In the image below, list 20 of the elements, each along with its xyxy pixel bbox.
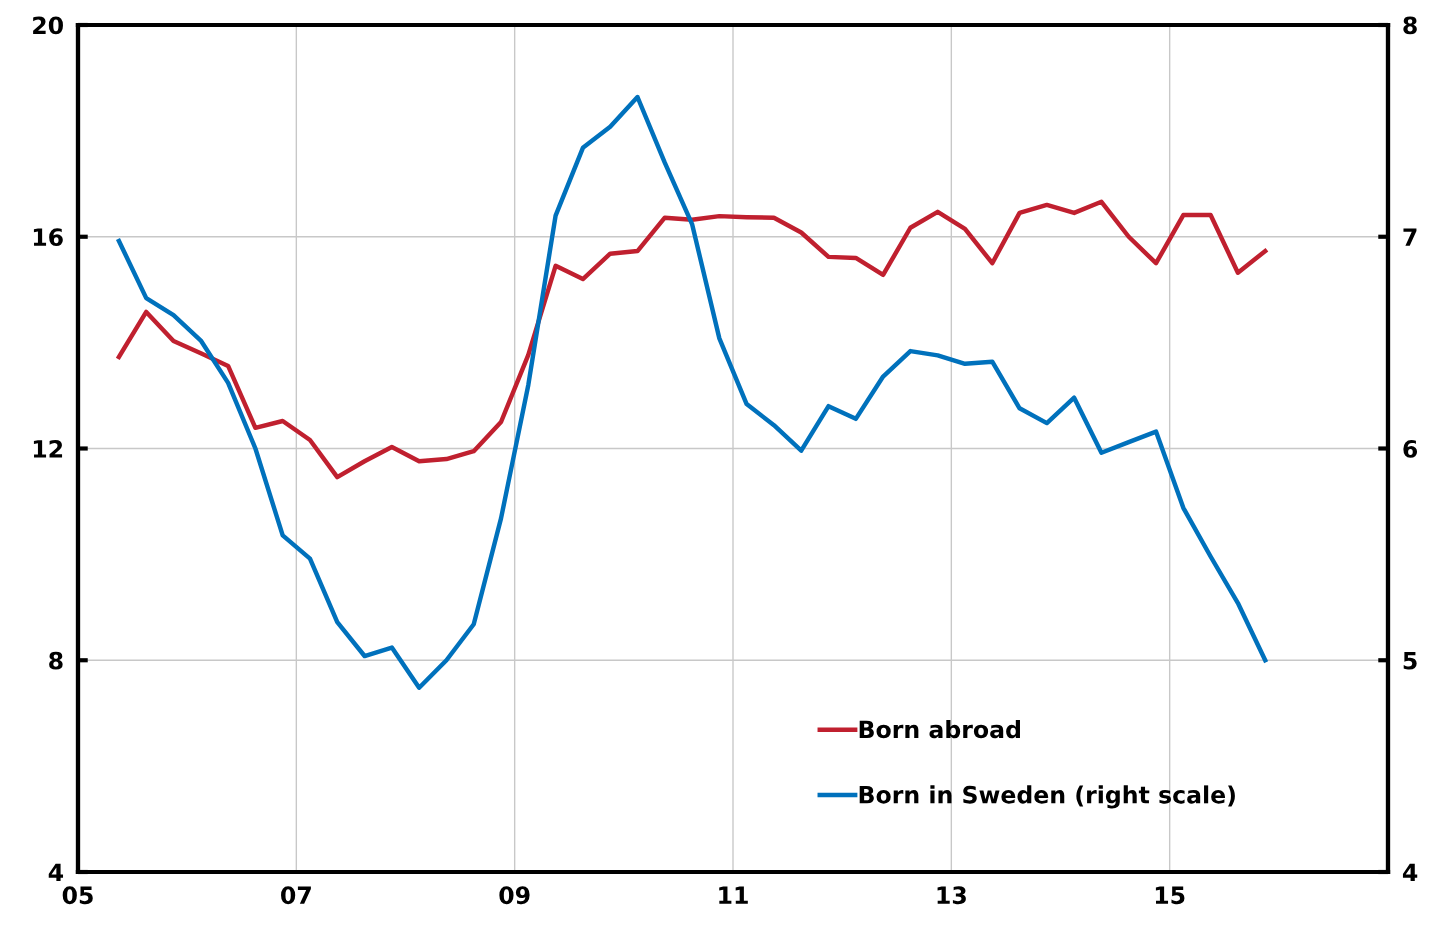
y-tick-label: 8	[49, 651, 63, 670]
y-tick-label: 12	[33, 439, 63, 458]
x-tick-label: 05	[62, 886, 93, 905]
x-tick-label: 15	[1155, 886, 1185, 905]
x-tick-label: 07	[281, 886, 311, 905]
y2-tick-label: 7	[1403, 228, 1417, 246]
x-tick-label: 09	[499, 886, 530, 905]
y2-tick-label: 6	[1403, 439, 1418, 458]
y2-tick-label: 8	[1403, 16, 1417, 35]
y2-tick-label: 5	[1403, 652, 1417, 670]
line-series	[116, 199, 1268, 480]
legend-label: Born abroad	[859, 720, 1020, 739]
y-tick-label: 16	[33, 228, 63, 247]
x-tick-label: 13	[937, 886, 966, 905]
y-tick-label: 20	[33, 16, 63, 35]
line-series	[116, 94, 1268, 690]
y-tick-label: 4	[48, 863, 64, 881]
legend-label: Born in Sweden (right scale)	[859, 785, 1235, 809]
x-tick-label: 11	[719, 886, 748, 904]
y2-tick-label: 4	[1402, 863, 1418, 881]
